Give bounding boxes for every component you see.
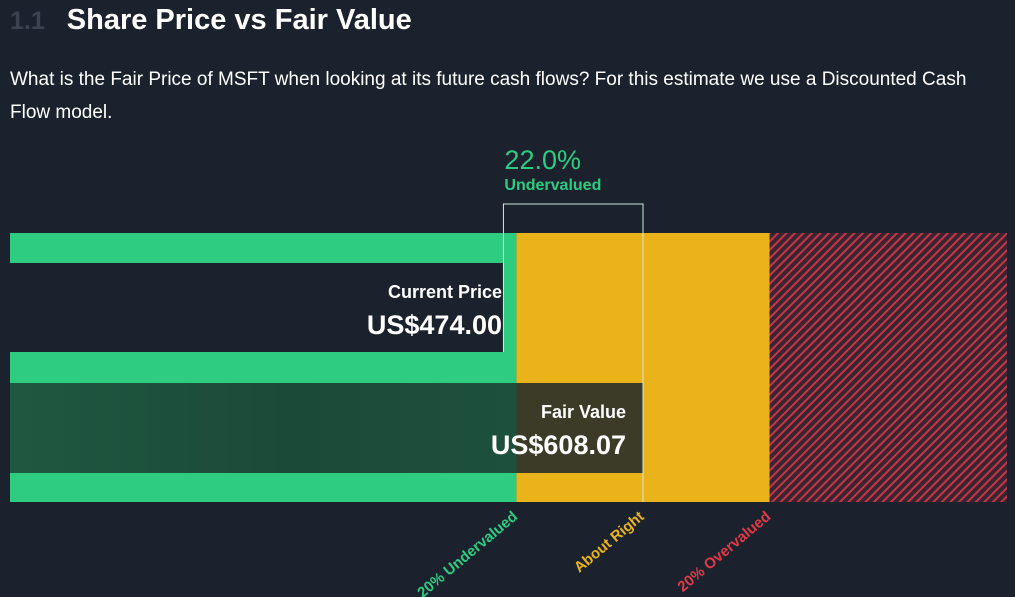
section-description: What is the Fair Price of MSFT when look…: [10, 69, 967, 123]
zone-overvalued: [769, 233, 1007, 502]
section-title: 1.1 Share Price vs Fair Value: [10, 4, 412, 44]
current-price-value: US$474.00: [367, 310, 502, 340]
zone-label-overvalued: 20% Overvalued: [674, 508, 774, 596]
fair-value-value: US$608.07: [491, 430, 626, 460]
discount-bracket: [502, 203, 644, 502]
current-price-bar: [10, 263, 504, 352]
current-price-label: Current Price: [388, 282, 502, 302]
zone-label-about-right: About Right: [571, 508, 648, 576]
zone-label-undervalued: 20% Undervalued: [414, 508, 521, 597]
fair-value-bar-overlap: [516, 383, 643, 473]
discount-label: Undervalued: [504, 177, 601, 194]
fair-value-label: Fair Value: [541, 402, 626, 422]
section-heading: Share Price vs Fair Value: [66, 4, 412, 36]
section-number: 1.1: [10, 7, 45, 35]
discount-percent: 22.0%: [504, 145, 581, 175]
